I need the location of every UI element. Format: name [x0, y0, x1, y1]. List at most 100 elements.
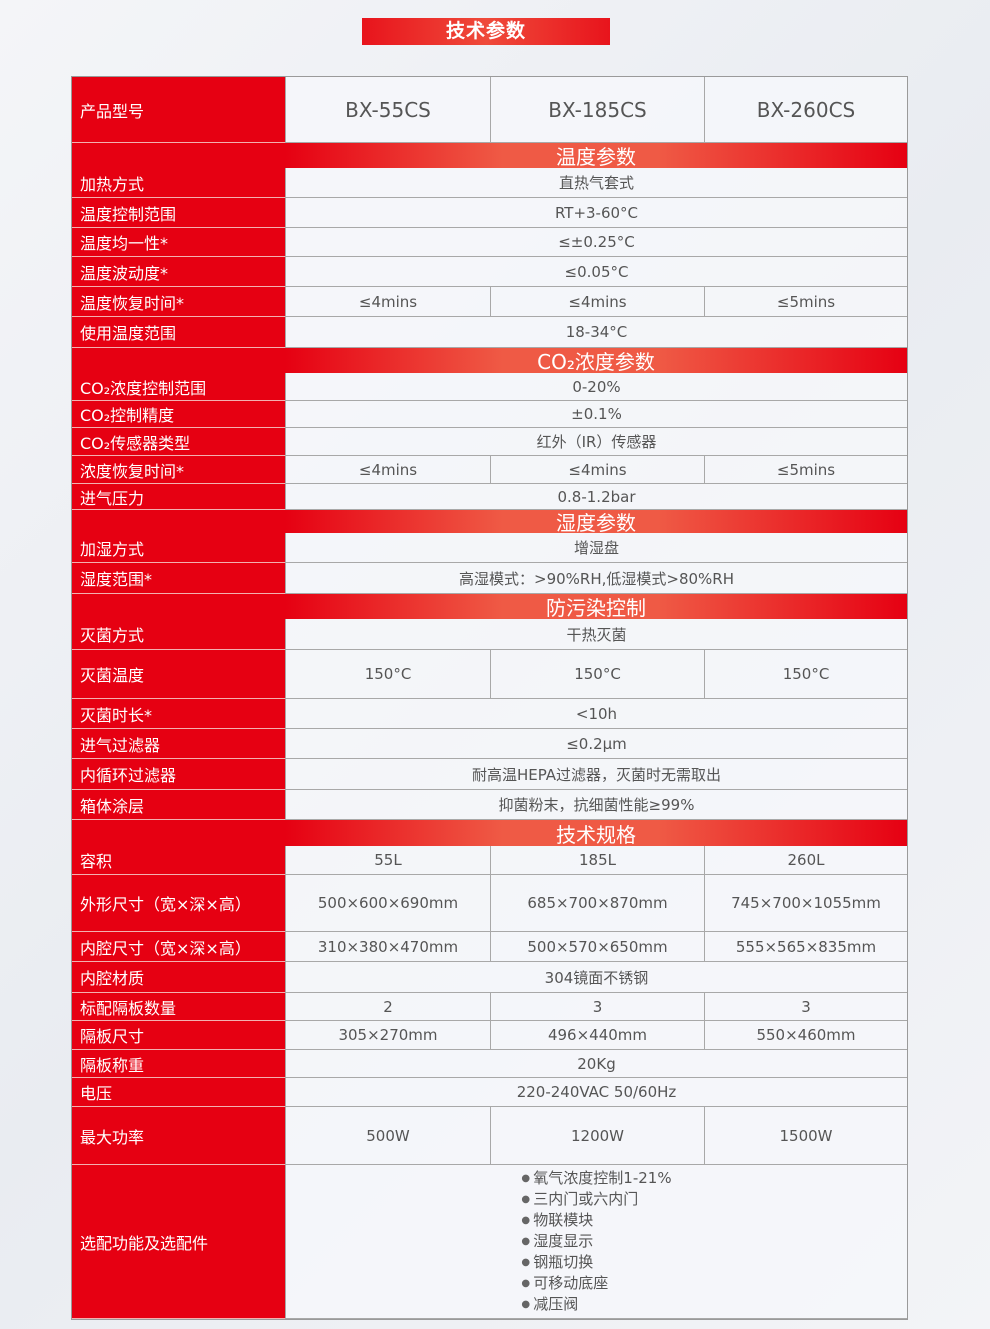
table-row: 电压 220-240VAC 50/60Hz [72, 1078, 907, 1107]
value-cell: 0-20% [285, 373, 907, 401]
row-label: 加湿方式 [72, 533, 285, 563]
table-row: 灭菌时长* <10h [72, 699, 907, 729]
value-cell: ≤0.2μm [285, 729, 907, 759]
value-cell: 304镜面不锈钢 [285, 962, 907, 993]
list-item: 三内门或六内门 [521, 1189, 671, 1210]
table-row: 加热方式 直热气套式 [72, 168, 907, 198]
value-cell: ≤5mins [704, 287, 907, 317]
value-cell: ≤4mins [285, 287, 490, 317]
value-cell: 685×700×870mm [490, 875, 704, 932]
row-label: 电压 [72, 1078, 285, 1107]
row-label: 隔板称重 [72, 1050, 285, 1078]
section-row: 湿度参数 [72, 510, 907, 535]
row-label: 灭菌方式 [72, 619, 285, 650]
row-label: 使用温度范围 [72, 317, 285, 348]
value-cell: 220-240VAC 50/60Hz [285, 1078, 907, 1107]
value-cell: 抑菌粉末，抗细菌性能≥99% [285, 790, 907, 820]
row-label: 隔板尺寸 [72, 1021, 285, 1050]
value-cell: 1200W [490, 1107, 704, 1165]
row-label: 进气过滤器 [72, 729, 285, 759]
table-row: 湿度范围* 高湿模式：>90%RH,低湿模式>80%RH [72, 563, 907, 594]
row-label: CO₂浓度控制范围 [72, 373, 285, 401]
value-cell: 550×460mm [704, 1021, 907, 1050]
table-row: 灭菌温度 150°C 150°C 150°C [72, 650, 907, 699]
value-cell: 305×270mm [285, 1021, 490, 1050]
section-label-blank [72, 510, 285, 533]
table-row: 温度恢复时间* ≤4mins ≤4mins ≤5mins [72, 287, 907, 317]
section-row: 防污染控制 [72, 594, 907, 620]
section-heading: 防污染控制 [285, 594, 907, 620]
value-cell: 500W [285, 1107, 490, 1165]
value-cell: 3 [704, 993, 907, 1021]
table-row: 标配隔板数量 2 3 3 [72, 993, 907, 1021]
list-item: 钢瓶切换 [521, 1252, 671, 1273]
row-label: 进气压力 [72, 484, 285, 510]
value-cell: 745×700×1055mm [704, 875, 907, 932]
table-row: 加湿方式 增湿盘 [72, 533, 907, 563]
table-row: 进气过滤器 ≤0.2μm [72, 729, 907, 759]
section-heading: 技术规格 [285, 820, 907, 847]
row-label: 浓度恢复时间* [72, 456, 285, 484]
value-cell: 185L [490, 846, 704, 875]
value-cell: 红外（IR）传感器 [285, 428, 907, 456]
list-item: 减压阀 [521, 1294, 671, 1315]
header-label: 产品型号 [72, 77, 285, 143]
table-row: CO₂传感器类型 红外（IR）传感器 [72, 428, 907, 456]
table-row: 容积 55L 185L 260L [72, 846, 907, 875]
value-cell: ≤0.05°C [285, 257, 907, 287]
model-1: BX-55CS [285, 77, 490, 143]
header-row: 产品型号 BX-55CS BX-185CS BX-260CS [72, 77, 907, 143]
value-cell: ≤4mins [490, 456, 704, 484]
row-label: 最大功率 [72, 1107, 285, 1165]
row-label: 选配功能及选配件 [72, 1165, 285, 1319]
value-cell: 500×600×690mm [285, 875, 490, 932]
value-cell: 干热灭菌 [285, 619, 907, 650]
table-row: CO₂控制精度 ±0.1% [72, 401, 907, 428]
row-label: CO₂传感器类型 [72, 428, 285, 456]
list-item: 湿度显示 [521, 1231, 671, 1252]
value-cell: 2 [285, 993, 490, 1021]
table-row: 内循环过滤器 耐高温HEPA过滤器，灭菌时无需取出 [72, 759, 907, 790]
row-label: 内腔尺寸（宽×深×高） [72, 932, 285, 962]
value-cell: 555×565×835mm [704, 932, 907, 962]
row-label: 内循环过滤器 [72, 759, 285, 790]
list-item: 可移动底座 [521, 1273, 671, 1294]
row-label: 灭菌时长* [72, 699, 285, 729]
model-2: BX-185CS [490, 77, 704, 143]
options-list: 氧气浓度控制1-21%三内门或六内门物联模块湿度显示钢瓶切换可移动底座减压阀 [521, 1168, 671, 1315]
row-label: 湿度范围* [72, 563, 285, 594]
row-label: 加热方式 [72, 168, 285, 198]
value-cell: 150°C [704, 650, 907, 699]
value-cell: 1500W [704, 1107, 907, 1165]
value-cell: 18-34°C [285, 317, 907, 348]
value-cell: ≤4mins [490, 287, 704, 317]
value-cell: RT+3-60°C [285, 198, 907, 228]
table-row: 外形尺寸（宽×深×高） 500×600×690mm 685×700×870mm 745… [72, 875, 907, 932]
row-label: 容积 [72, 846, 285, 875]
value-cell: ≤±0.25°C [285, 228, 907, 257]
section-label-blank [72, 594, 285, 619]
section-label-blank [72, 820, 285, 846]
value-cell: 150°C [285, 650, 490, 699]
table-row: 浓度恢复时间* ≤4mins ≤4mins ≤5mins [72, 456, 907, 484]
section-row: 技术规格 [72, 820, 907, 847]
value-cell: 耐高温HEPA过滤器，灭菌时无需取出 [285, 759, 907, 790]
table-row: 内腔尺寸（宽×深×高） 310×380×470mm 500×570×650mm 555… [72, 932, 907, 962]
section-heading: CO₂浓度参数 [285, 348, 907, 374]
section-label-blank [72, 143, 285, 168]
table-row: 隔板尺寸 305×270mm 496×440mm 550×460mm [72, 1021, 907, 1050]
value-cell: 496×440mm [490, 1021, 704, 1050]
row-label: CO₂控制精度 [72, 401, 285, 428]
row-label: 内腔材质 [72, 962, 285, 993]
value-cell: 20Kg [285, 1050, 907, 1078]
row-label: 灭菌温度 [72, 650, 285, 699]
table-row: 最大功率 500W 1200W 1500W [72, 1107, 907, 1165]
row-label: 标配隔板数量 [72, 993, 285, 1021]
value-cell: ≤4mins [285, 456, 490, 484]
spec-table: 产品型号 BX-55CS BX-185CS BX-260CS 温度参数 加热方式直… [71, 76, 908, 1320]
row-label: 箱体涂层 [72, 790, 285, 820]
table-row: 温度波动度* ≤0.05°C [72, 257, 907, 287]
table-row: 隔板称重 20Kg [72, 1050, 907, 1078]
value-cell: 高湿模式：>90%RH,低湿模式>80%RH [285, 563, 907, 594]
value-cell: 直热气套式 [285, 168, 907, 198]
